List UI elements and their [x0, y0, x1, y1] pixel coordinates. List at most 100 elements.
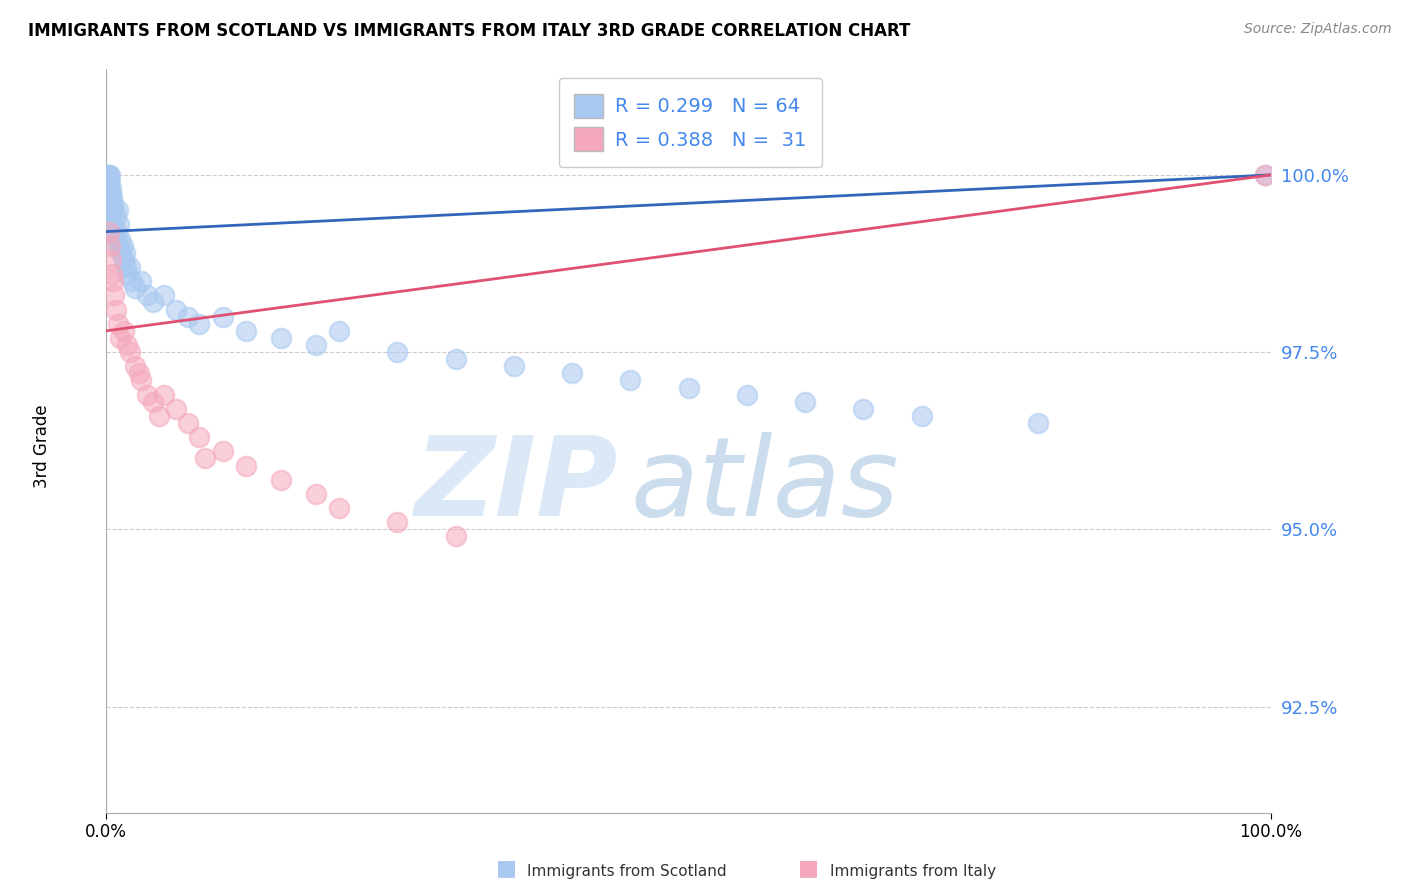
- Point: [444, 529, 467, 543]
- Point: [305, 338, 328, 352]
- Point: [112, 324, 135, 338]
- Point: [148, 409, 170, 423]
- Point: [194, 451, 217, 466]
- Point: [270, 331, 292, 345]
- Text: ZIP: ZIP: [415, 432, 619, 539]
- Point: [678, 380, 700, 394]
- Point: [165, 302, 187, 317]
- Point: [444, 352, 467, 367]
- Point: [211, 310, 233, 324]
- Point: [105, 225, 128, 239]
- Text: ■: ■: [496, 859, 516, 879]
- Point: [794, 394, 817, 409]
- Legend: R = 0.299   N = 64, R = 0.388   N =  31: R = 0.299 N = 64, R = 0.388 N = 31: [558, 78, 823, 167]
- Point: [211, 444, 233, 458]
- Text: Immigrants from Scotland: Immigrants from Scotland: [527, 863, 727, 879]
- Point: [118, 345, 141, 359]
- Point: [153, 288, 176, 302]
- Point: [100, 252, 122, 267]
- Point: [136, 387, 159, 401]
- Point: [98, 175, 121, 189]
- Point: [852, 401, 875, 416]
- Point: [270, 473, 292, 487]
- Point: [305, 487, 328, 501]
- Point: [98, 239, 121, 253]
- Point: [114, 245, 136, 260]
- Point: [108, 218, 131, 232]
- Point: [110, 331, 132, 345]
- Point: [118, 260, 141, 274]
- Point: [104, 211, 127, 225]
- Point: [103, 288, 125, 302]
- Point: [103, 211, 125, 225]
- Point: [97, 189, 120, 203]
- Point: [110, 245, 132, 260]
- Point: [136, 288, 159, 302]
- Point: [107, 317, 129, 331]
- Point: [98, 203, 121, 218]
- Point: [1254, 168, 1277, 182]
- Point: [235, 324, 257, 338]
- Point: [735, 387, 758, 401]
- Point: [97, 175, 120, 189]
- Point: [97, 196, 120, 211]
- Point: [128, 367, 150, 381]
- Point: [111, 239, 134, 253]
- Text: ■: ■: [799, 859, 818, 879]
- Point: [561, 367, 583, 381]
- Point: [165, 401, 187, 416]
- Point: [97, 182, 120, 196]
- Point: [112, 252, 135, 267]
- Point: [103, 196, 125, 211]
- Point: [115, 267, 138, 281]
- Point: [619, 374, 641, 388]
- Point: [1254, 168, 1277, 182]
- Point: [121, 274, 143, 288]
- Point: [101, 267, 124, 281]
- Point: [96, 182, 118, 196]
- Point: [235, 458, 257, 473]
- Text: 3rd Grade: 3rd Grade: [34, 404, 51, 488]
- Point: [115, 338, 138, 352]
- Point: [103, 225, 125, 239]
- Point: [328, 324, 350, 338]
- Point: [103, 225, 125, 239]
- Point: [142, 394, 165, 409]
- Point: [98, 189, 121, 203]
- Point: [100, 211, 122, 225]
- Point: [911, 409, 934, 423]
- Text: Immigrants from Italy: Immigrants from Italy: [830, 863, 995, 879]
- Point: [177, 416, 200, 430]
- Text: IMMIGRANTS FROM SCOTLAND VS IMMIGRANTS FROM ITALY 3RD GRADE CORRELATION CHART: IMMIGRANTS FROM SCOTLAND VS IMMIGRANTS F…: [28, 22, 911, 40]
- Point: [328, 501, 350, 516]
- Point: [110, 232, 132, 246]
- Point: [129, 374, 152, 388]
- Point: [188, 317, 211, 331]
- Point: [101, 203, 124, 218]
- Point: [115, 260, 138, 274]
- Point: [129, 274, 152, 288]
- Point: [101, 189, 124, 203]
- Point: [188, 430, 211, 444]
- Point: [503, 359, 526, 374]
- Point: [103, 203, 125, 218]
- Point: [104, 232, 127, 246]
- Point: [96, 175, 118, 189]
- Point: [387, 515, 409, 529]
- Point: [124, 281, 146, 295]
- Point: [124, 359, 146, 374]
- Point: [103, 274, 125, 288]
- Point: [98, 168, 121, 182]
- Point: [142, 295, 165, 310]
- Point: [107, 239, 129, 253]
- Point: [1026, 416, 1049, 430]
- Point: [177, 310, 200, 324]
- Point: [387, 345, 409, 359]
- Point: [96, 168, 118, 182]
- Point: [96, 168, 118, 182]
- Point: [107, 203, 129, 218]
- Point: [100, 182, 122, 196]
- Point: [100, 196, 122, 211]
- Text: Source: ZipAtlas.com: Source: ZipAtlas.com: [1244, 22, 1392, 37]
- Point: [101, 218, 124, 232]
